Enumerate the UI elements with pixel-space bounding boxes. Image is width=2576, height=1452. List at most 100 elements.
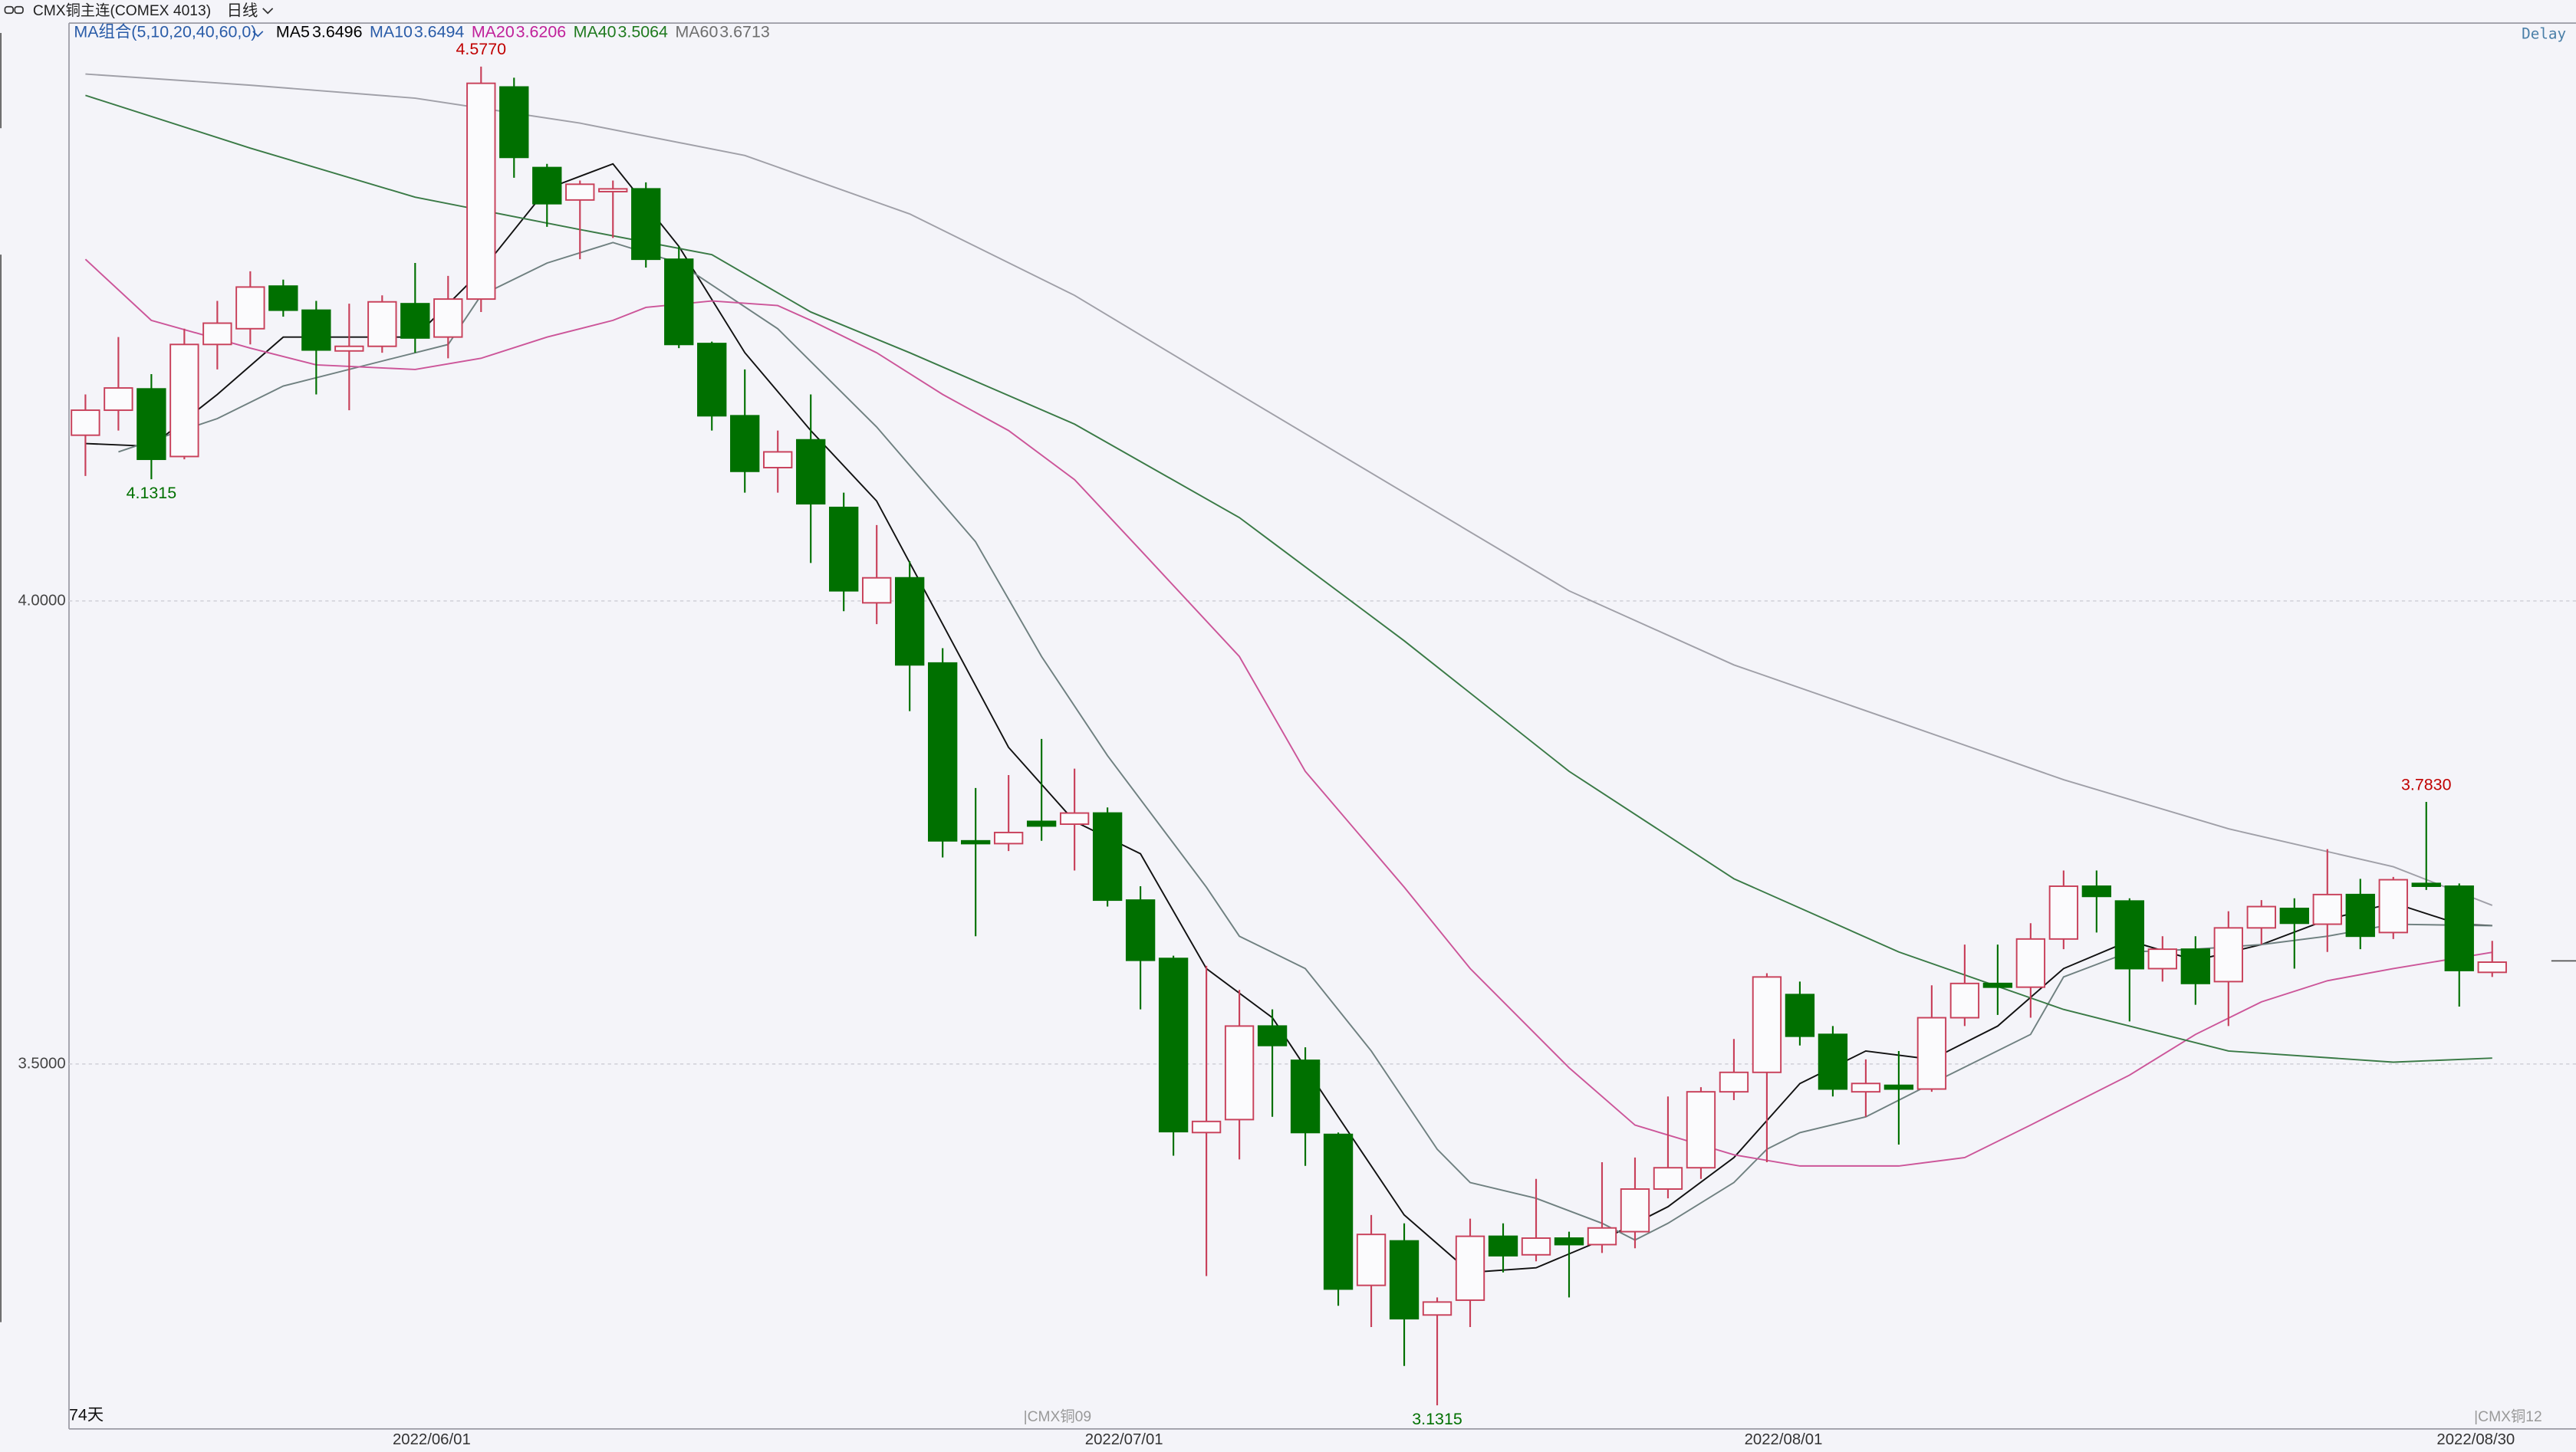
dropdown-caret xyxy=(262,8,274,15)
candle-body xyxy=(2015,938,2046,988)
candle-body xyxy=(1323,1133,1354,1290)
candle-body xyxy=(235,286,265,330)
candle-body xyxy=(1356,1234,1387,1286)
candle-body xyxy=(268,285,298,311)
candle-body xyxy=(71,409,100,436)
ma-line xyxy=(118,241,2492,1241)
candle-body xyxy=(2213,927,2243,983)
extreme-label: 3.1315 xyxy=(1412,1410,1462,1428)
candle-body xyxy=(565,183,595,201)
x-tick-label: 2022/06/01 xyxy=(393,1431,471,1448)
candle-body xyxy=(202,322,232,346)
top-bar: CMX铜主连(COMEX 4013) 日线 Delay xyxy=(4,2,2566,43)
candle-body xyxy=(1422,1301,1452,1316)
legend-value: 3.6713 xyxy=(719,23,769,41)
candle-body xyxy=(1521,1237,1551,1256)
candle-body xyxy=(1455,1235,1485,1301)
candle-body xyxy=(2411,882,2441,887)
candle-body xyxy=(1290,1059,1321,1134)
candle-body xyxy=(1686,1091,1716,1169)
candle-body xyxy=(927,662,958,842)
candle-body xyxy=(137,388,166,461)
link-icon xyxy=(4,5,14,15)
candle-body xyxy=(433,298,463,338)
candle-body xyxy=(1752,976,1782,1073)
candle-body xyxy=(1092,812,1123,902)
candle-body xyxy=(1620,1188,1650,1233)
candle-body xyxy=(532,166,562,205)
candle-body xyxy=(895,577,925,666)
frame xyxy=(0,22,2576,1430)
candle-body xyxy=(960,839,991,845)
extreme-label: 3.7830 xyxy=(2401,775,2452,793)
candle-body xyxy=(862,577,892,604)
candle-body xyxy=(1719,1071,1749,1093)
ma-line xyxy=(85,73,2493,906)
candle-body xyxy=(598,188,628,192)
legend-value: 3.6206 xyxy=(516,23,566,41)
candle-body xyxy=(1785,994,1815,1037)
candle-body xyxy=(499,86,529,159)
candle-body xyxy=(1916,1017,1947,1090)
candle-body xyxy=(2147,948,2178,970)
day-count: 74天 xyxy=(69,1405,104,1424)
delay-label: Delay xyxy=(2522,25,2566,43)
y-tick-label: 4.0000 xyxy=(18,592,65,609)
contract-label: |CMX铜09 xyxy=(1024,1408,1092,1425)
candle-body xyxy=(2312,893,2342,925)
candle-body xyxy=(1653,1167,1683,1190)
legend-title: MA组合(5,10,20,40,60,0) xyxy=(74,23,256,41)
legend-name: MA20 xyxy=(472,23,515,41)
candle-body xyxy=(1554,1237,1584,1246)
candle-body xyxy=(1257,1025,1288,1046)
candle-body xyxy=(169,343,199,458)
candle-body xyxy=(1026,820,1057,827)
candle-body xyxy=(730,415,760,472)
legend-name: MA5 xyxy=(276,23,310,41)
candle-body xyxy=(763,451,793,468)
legend-name: MA60 xyxy=(675,23,718,41)
extreme-label: 4.5770 xyxy=(456,40,507,58)
candle-body xyxy=(2114,900,2145,970)
candle-body xyxy=(1851,1082,1881,1093)
candle-body xyxy=(1883,1084,1914,1090)
instrument-title[interactable]: CMX铜主连(COMEX 4013) xyxy=(33,2,211,19)
candles xyxy=(71,66,2507,1406)
candle-body xyxy=(697,343,727,417)
y-tick-label: 3.5000 xyxy=(18,1055,65,1072)
candle-body xyxy=(1059,812,1090,826)
candle-body xyxy=(2444,885,2474,971)
candle-body xyxy=(1949,982,1980,1019)
candle-body xyxy=(334,345,364,352)
candle-body xyxy=(1818,1033,1848,1090)
ma-line xyxy=(85,94,2492,1063)
candle-body xyxy=(466,82,496,301)
candle-body xyxy=(301,309,331,351)
candle-body xyxy=(2081,885,2112,898)
candle-body xyxy=(2279,908,2309,925)
legend-value: 3.6496 xyxy=(312,23,362,41)
link-icon xyxy=(14,5,24,15)
candle-body xyxy=(993,831,1024,845)
legend: MA组合(5,10,20,40,60,0) MA5 3.6496 MA10 3.6494… xyxy=(74,23,769,41)
candle-body xyxy=(1389,1240,1420,1320)
x-tick-label: 2022/08/01 xyxy=(1745,1431,1823,1448)
candle-body xyxy=(2378,879,2408,934)
candle-body xyxy=(1158,958,1189,1133)
candle-body xyxy=(400,303,430,339)
candle-body xyxy=(2048,885,2079,940)
candle-body xyxy=(796,439,826,505)
candle-body xyxy=(104,387,133,412)
candle-body xyxy=(2246,905,2276,929)
candle-body xyxy=(367,301,397,347)
candle-body xyxy=(2345,893,2375,938)
candle-body xyxy=(1224,1025,1255,1121)
period-selector[interactable]: 日线 xyxy=(227,2,258,20)
candle-body xyxy=(1191,1120,1222,1134)
candle-body xyxy=(2477,961,2507,974)
candle-body xyxy=(631,188,661,261)
contract-label: |CMX铜12 xyxy=(2474,1408,2542,1425)
